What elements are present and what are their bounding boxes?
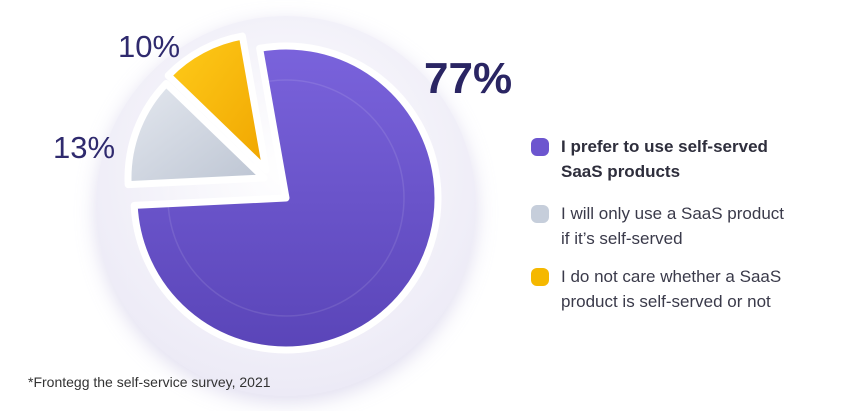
legend-label: I do not care whether a SaaS product is s…	[561, 264, 821, 314]
slice-percent-label-1: 77%	[424, 54, 512, 103]
legend-label: I will only use a SaaS product if it’s se…	[561, 201, 821, 251]
legend-swatch	[531, 205, 549, 223]
legend-label-line: I prefer to use self-served	[561, 137, 768, 156]
legend-swatch	[531, 138, 549, 156]
legend-swatch	[531, 268, 549, 286]
pie-slice-1	[130, 42, 442, 354]
legend-label-line: SaaS products	[561, 162, 681, 181]
legend-label-line: product is self-served or not	[561, 292, 771, 311]
pie-slice-2	[124, 80, 268, 189]
legend-item-1: I prefer to use self-served SaaS products	[531, 134, 821, 184]
legend-item-3: I do not care whether a SaaS product is s…	[531, 264, 821, 314]
legend-label-line: I will only use a SaaS product	[561, 204, 785, 223]
footnote: *Frontegg the self-service survey, 2021	[28, 374, 271, 390]
pie-slice-3	[164, 32, 270, 174]
legend-label-line: if it’s self-served	[561, 229, 683, 248]
slice-percent-label-2: 13%	[53, 130, 115, 165]
slice-percent-label-3: 10%	[118, 29, 180, 64]
legend-item-2: I will only use a SaaS product if it’s se…	[531, 201, 821, 251]
legend-label: I prefer to use self-served SaaS products	[561, 134, 821, 184]
pie-inner-ring	[167, 79, 405, 317]
legend-label-line: I do not care whether a SaaS	[561, 267, 782, 286]
